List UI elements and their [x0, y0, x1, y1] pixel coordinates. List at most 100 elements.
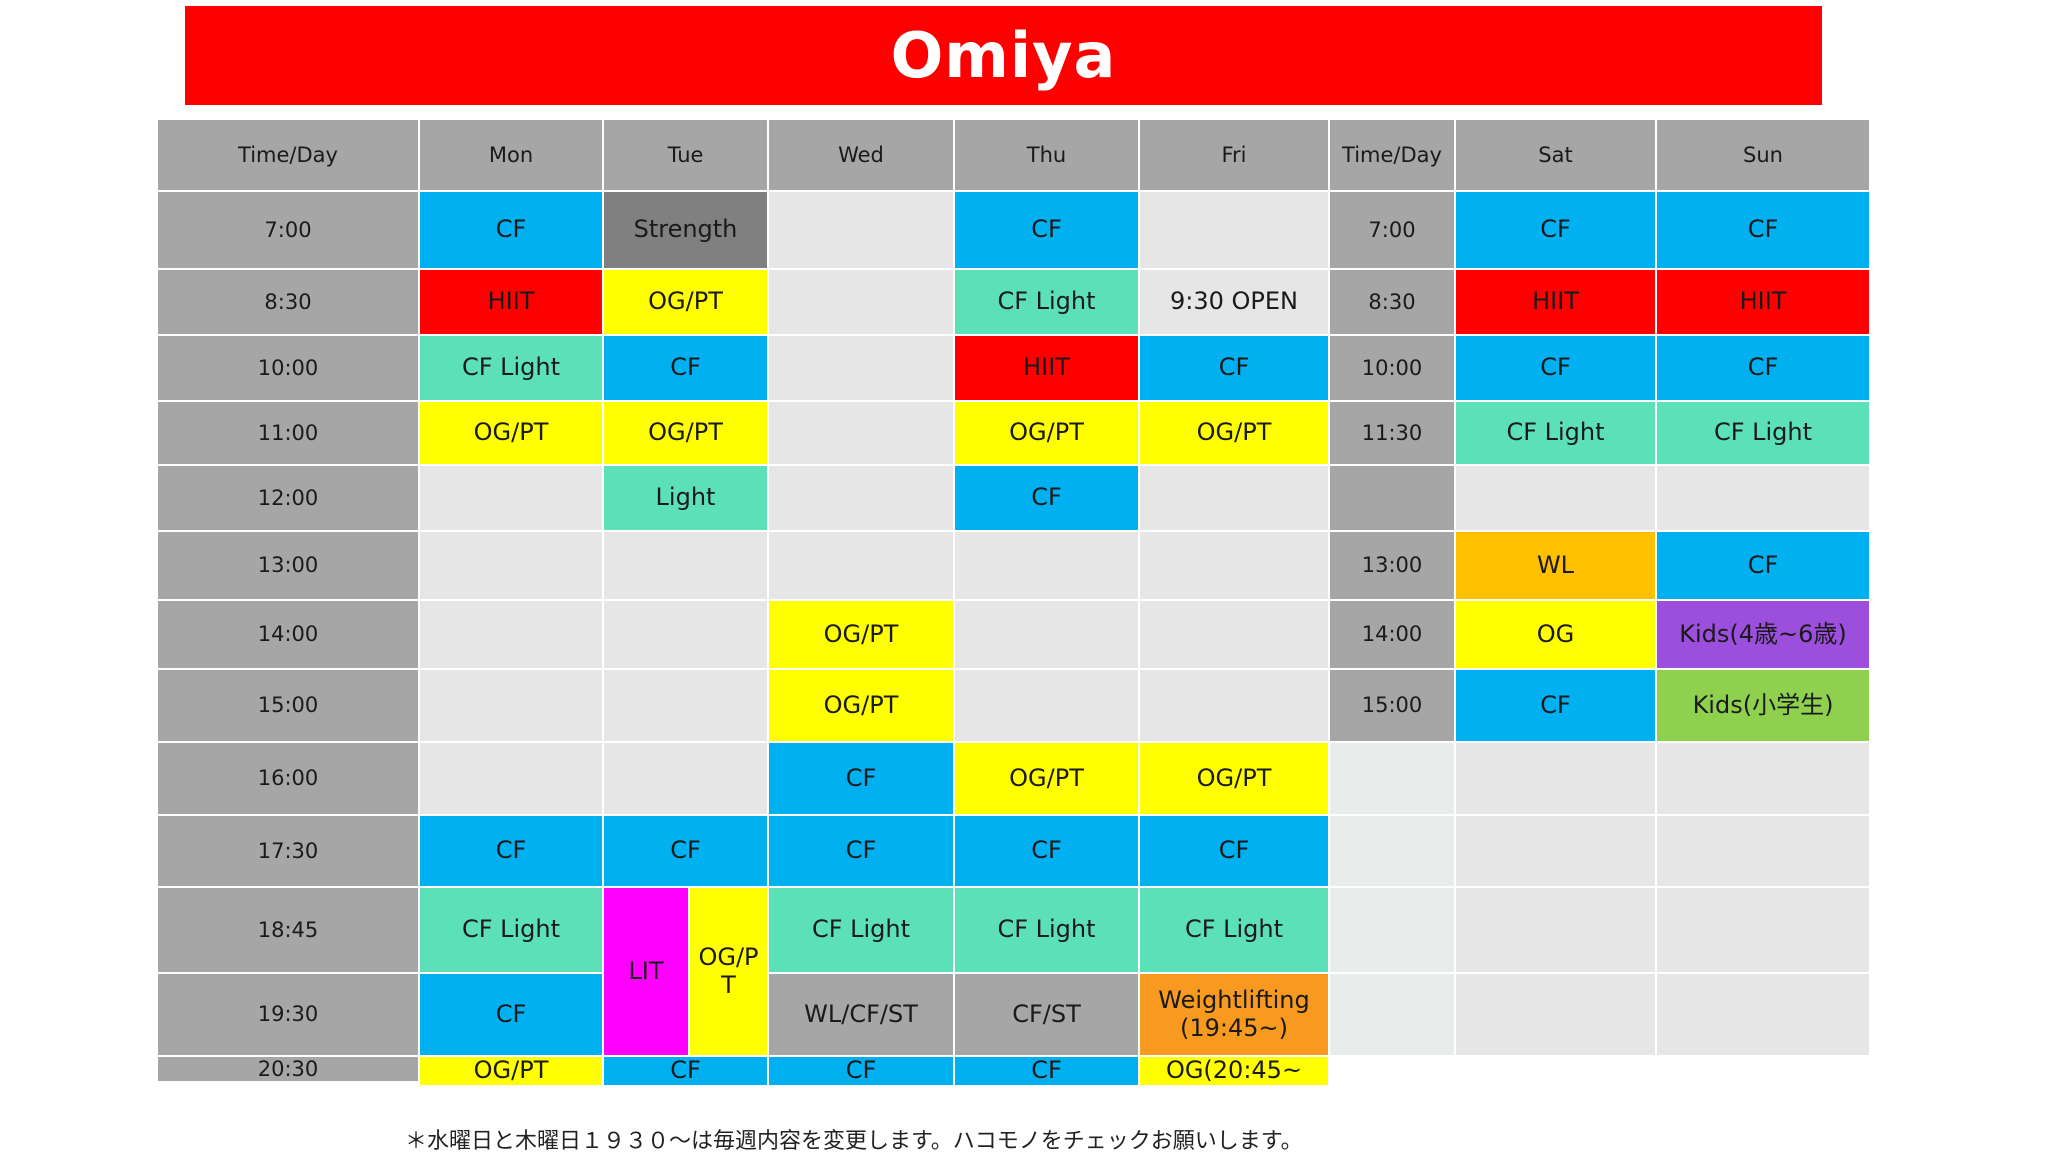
wed-6-class: OG/PT [769, 601, 953, 668]
mon-1-class-label: HIIT [487, 287, 535, 316]
mon-5-empty [420, 532, 602, 599]
tue-lit-class: LIT [604, 888, 688, 1055]
thu-9-class: CF [955, 816, 1138, 886]
thu-3-class: OG/PT [955, 402, 1138, 464]
time-left-8-label: 16:00 [257, 766, 319, 791]
thu-11-class-label: CF/ST [1012, 999, 1081, 1028]
sun-11-empty [1657, 974, 1869, 1055]
sat-7-class-label: CF [1540, 690, 1571, 719]
sat-2-class-label: CF [1540, 353, 1571, 382]
time-left-11: 19:30 [158, 974, 418, 1055]
sun-9-empty [1657, 816, 1869, 886]
thu-12-class-label: CF [1031, 1056, 1062, 1084]
sat-6-class: OG [1456, 601, 1655, 668]
time-left-3: 11:00 [158, 402, 418, 464]
time-left-4-label: 12:00 [257, 485, 319, 510]
wed-11-class-label: WL/CF/ST [804, 999, 918, 1028]
thu-8-class-label: OG/PT [1009, 763, 1084, 792]
fri-9-class-label: CF [1218, 836, 1250, 865]
mon-9-class-label: CF [495, 836, 527, 865]
time-right-3-label: 11:30 [1361, 420, 1423, 445]
header-wed-label: Wed [838, 142, 884, 167]
sat-0-class-label: CF [1540, 215, 1571, 244]
thu-1-class-label: CF Light [997, 287, 1096, 316]
header-time-day: Time/Day [1330, 120, 1454, 190]
sun-6-class: Kids(4歳~6歳) [1657, 601, 1869, 668]
header-mon: Mon [420, 120, 602, 190]
time-left-4: 12:00 [158, 466, 418, 530]
time-right-5-label: 13:00 [1361, 553, 1423, 578]
fri-4-empty [1140, 466, 1328, 530]
sat-1-class: HIIT [1456, 270, 1655, 334]
fri-3-class-label: OG/PT [1196, 418, 1272, 447]
sat-3-class-label: CF Light [1506, 418, 1605, 447]
wed-10-class: CF Light [769, 888, 953, 972]
tue-9-class-label: CF [670, 836, 701, 865]
tue-0-class: Strength [604, 192, 767, 268]
fri-0-empty [1140, 192, 1328, 268]
tue-4-class: Light [604, 466, 767, 530]
tue-2-class: CF [604, 336, 767, 400]
tue-og-pt-class: OG/P T [690, 888, 767, 1055]
time-right-8 [1330, 743, 1454, 814]
thu-0-class-label: CF [1031, 215, 1062, 244]
fri-2-class-label: CF [1218, 353, 1250, 382]
wed-1-empty [769, 270, 953, 334]
mon-11-class: CF [420, 974, 602, 1055]
time-right-6-label: 14:00 [1361, 622, 1423, 647]
time-left-2: 10:00 [158, 336, 418, 400]
fri-9-class: CF [1140, 816, 1328, 886]
mon-2-class: CF Light [420, 336, 602, 400]
fri-10-class-label: CF Light [1184, 915, 1284, 944]
tue-1-class: OG/PT [604, 270, 767, 334]
tue-lit-class-label: LIT [628, 956, 664, 985]
time-right-1: 8:30 [1330, 270, 1454, 334]
tue-3-class: OG/PT [604, 402, 767, 464]
tue-12-class: CF [604, 1056, 767, 1085]
wed-0-empty [769, 192, 953, 268]
time-right-1-label: 8:30 [1368, 289, 1416, 314]
page-title: Omiya [185, 6, 1822, 105]
tue-6-empty [604, 601, 767, 668]
sat-0-class: CF [1456, 192, 1655, 268]
time-right-5: 13:00 [1330, 532, 1454, 599]
wed-11-class: WL/CF/ST [769, 974, 953, 1055]
wed-8-class: CF [769, 743, 953, 814]
header-sat: Sat [1456, 120, 1655, 190]
tue-2-class-label: CF [670, 353, 701, 382]
mon-1-class: HIIT [420, 270, 602, 334]
fri-11-class-label: Weightlifting (19:45~) [1158, 985, 1310, 1042]
mon-3-class: OG/PT [420, 402, 602, 464]
mon-10-class-label: CF Light [461, 915, 561, 944]
mon-4-empty [420, 466, 602, 530]
sun-7-class-label: Kids(小学生) [1692, 690, 1834, 719]
sun-5-class: CF [1657, 532, 1869, 599]
mon-7-empty [420, 670, 602, 741]
time-right-11 [1330, 974, 1454, 1055]
sun-6-class-label: Kids(4歳~6歳) [1679, 619, 1847, 648]
mon-12-class: OG/PT [420, 1056, 602, 1085]
time-right-6: 14:00 [1330, 601, 1454, 668]
wed-3-empty [769, 402, 953, 464]
sat-5-class-label: WL [1536, 550, 1575, 579]
fri-12-class-label: OG(20:45~ [1165, 1056, 1303, 1084]
wed-8-class-label: CF [845, 763, 877, 792]
thu-5-empty [955, 532, 1138, 599]
tue-5-empty [604, 532, 767, 599]
time-right-9 [1330, 816, 1454, 886]
wed-6-class-label: OG/PT [823, 619, 899, 648]
tue-7-empty [604, 670, 767, 741]
sun-10-empty [1657, 888, 1869, 972]
sun-1-class-label: HIIT [1739, 287, 1787, 316]
time-right-0: 7:00 [1330, 192, 1454, 268]
thu-8-class: OG/PT [955, 743, 1138, 814]
tue-12-class-label: CF [670, 1056, 701, 1084]
thu-9-class-label: CF [1031, 836, 1062, 865]
fri-8-class-label: OG/PT [1196, 763, 1272, 792]
sat-2-class: CF [1456, 336, 1655, 400]
time-left-2-label: 10:00 [257, 355, 319, 380]
wed-9-class-label: CF [845, 836, 877, 865]
sun-3-class: CF Light [1657, 402, 1869, 464]
time-left-1: 8:30 [158, 270, 418, 334]
thu-2-class-label: HIIT [1023, 353, 1070, 382]
